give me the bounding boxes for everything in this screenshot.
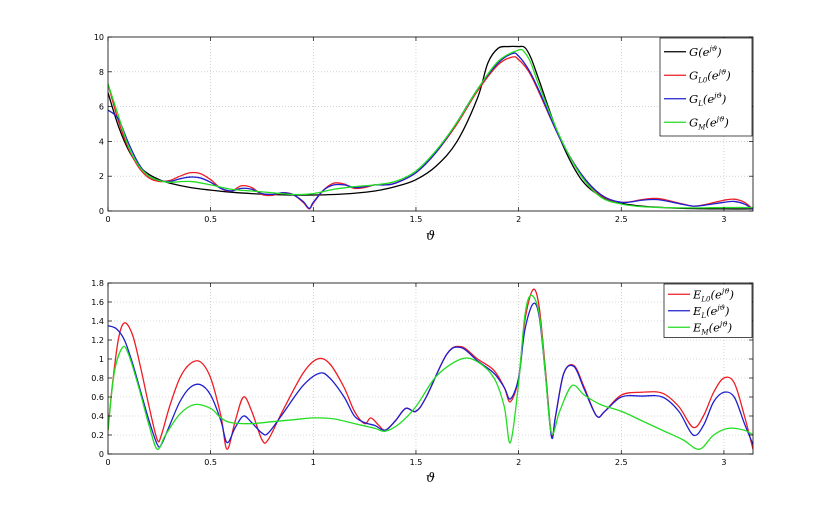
legend-item: G(ejϑ) <box>664 44 722 59</box>
chart-panel-1: 0 0.5 1 1.5 2 2.5 3 0 2 4 6 8 10 ϑ G(ejϑ) GL0(ejϑ) GL(ej… <box>94 33 754 244</box>
series-line-2 <box>108 56 753 210</box>
y-tick-label: 1.4 <box>91 317 104 326</box>
series-line-4 <box>108 48 753 209</box>
y-tick-label: 0.4 <box>91 412 104 421</box>
x-tick-label: 1 <box>311 215 316 224</box>
legend: EL0(ejϑ)EL(ejϑ)EM(ejϑ) <box>663 283 753 338</box>
x-tick-label: 0.5 <box>204 215 217 224</box>
x-tick-label: 2.5 <box>615 215 628 224</box>
x-tick-label: 0 <box>105 458 110 467</box>
y-tick-label: 0.2 <box>91 431 104 440</box>
legend-label: GL(ejϑ) <box>689 91 726 108</box>
legend-item: GL(ejϑ) <box>664 91 726 108</box>
plot-area <box>108 37 753 211</box>
x-tick-label: 0.5 <box>204 458 217 467</box>
x-tick-label: 3 <box>721 458 726 467</box>
x-tick-label: 2.5 <box>615 458 628 467</box>
legend-label: GL0(ejϑ) <box>689 67 731 84</box>
series-line-3 <box>108 52 753 210</box>
legend-item: GM(ejϑ) <box>664 114 729 131</box>
legend-item: GL0(ejϑ) <box>664 67 731 84</box>
x-tick-label: 1.5 <box>410 215 423 224</box>
x-tick-label: 1 <box>311 458 316 467</box>
chart-panel-2: 0 0.5 1 1.5 2 2.5 3 0 0.2 0.4 0.6 0.8 1 1.2 1.4 1.6 1.8 ϑ… <box>91 279 754 486</box>
x-tick-label: 1.5 <box>410 458 423 467</box>
series-line-3 <box>108 294 753 450</box>
axes-box <box>107 282 754 455</box>
legend-label: EM(ejϑ) <box>692 319 732 336</box>
y-tick-label: 2 <box>99 172 104 181</box>
y-tick-label: 1.8 <box>91 279 104 288</box>
x-tick-label: 0 <box>105 215 110 224</box>
x-tick-label: 2 <box>516 458 521 467</box>
y-tick-label: 0 <box>99 450 104 459</box>
series-line-2 <box>108 302 753 448</box>
x-axis-label: ϑ <box>426 471 435 486</box>
y-tick-label: 1 <box>99 355 104 364</box>
legend-label: GM(ejϑ) <box>689 114 729 131</box>
x-axis-label: ϑ <box>426 229 435 244</box>
y-tick-label: 0.8 <box>91 374 104 383</box>
y-tick-label: 10 <box>94 33 104 42</box>
legend-item: EM(ejϑ) <box>668 319 732 336</box>
legend-label: EL0(ejϑ) <box>692 286 734 303</box>
x-tick-label: 3 <box>721 215 726 224</box>
y-tick-label: 6 <box>99 103 104 112</box>
x-tick-label: 2 <box>516 215 521 224</box>
legend-item: EL(ejϑ) <box>668 303 730 320</box>
legend-label: G(ejϑ) <box>689 44 722 59</box>
legend-box <box>659 37 753 137</box>
y-tick-label: 0 <box>99 207 104 216</box>
legend-item: EL0(ejϑ) <box>668 286 734 303</box>
y-tick-label: 4 <box>99 137 104 146</box>
axes-box <box>107 36 754 212</box>
legend: G(ejϑ) GL0(ejϑ) GL(ejϑ) GM(ejϑ) <box>659 37 753 137</box>
y-tick-label: 8 <box>99 68 104 77</box>
y-tick-label: 0.6 <box>91 393 104 402</box>
legend-label: EL(ejϑ) <box>692 303 730 320</box>
y-tick-label: 1.2 <box>91 336 104 345</box>
plot-area <box>108 283 753 454</box>
y-tick-label: 1.6 <box>91 298 104 307</box>
